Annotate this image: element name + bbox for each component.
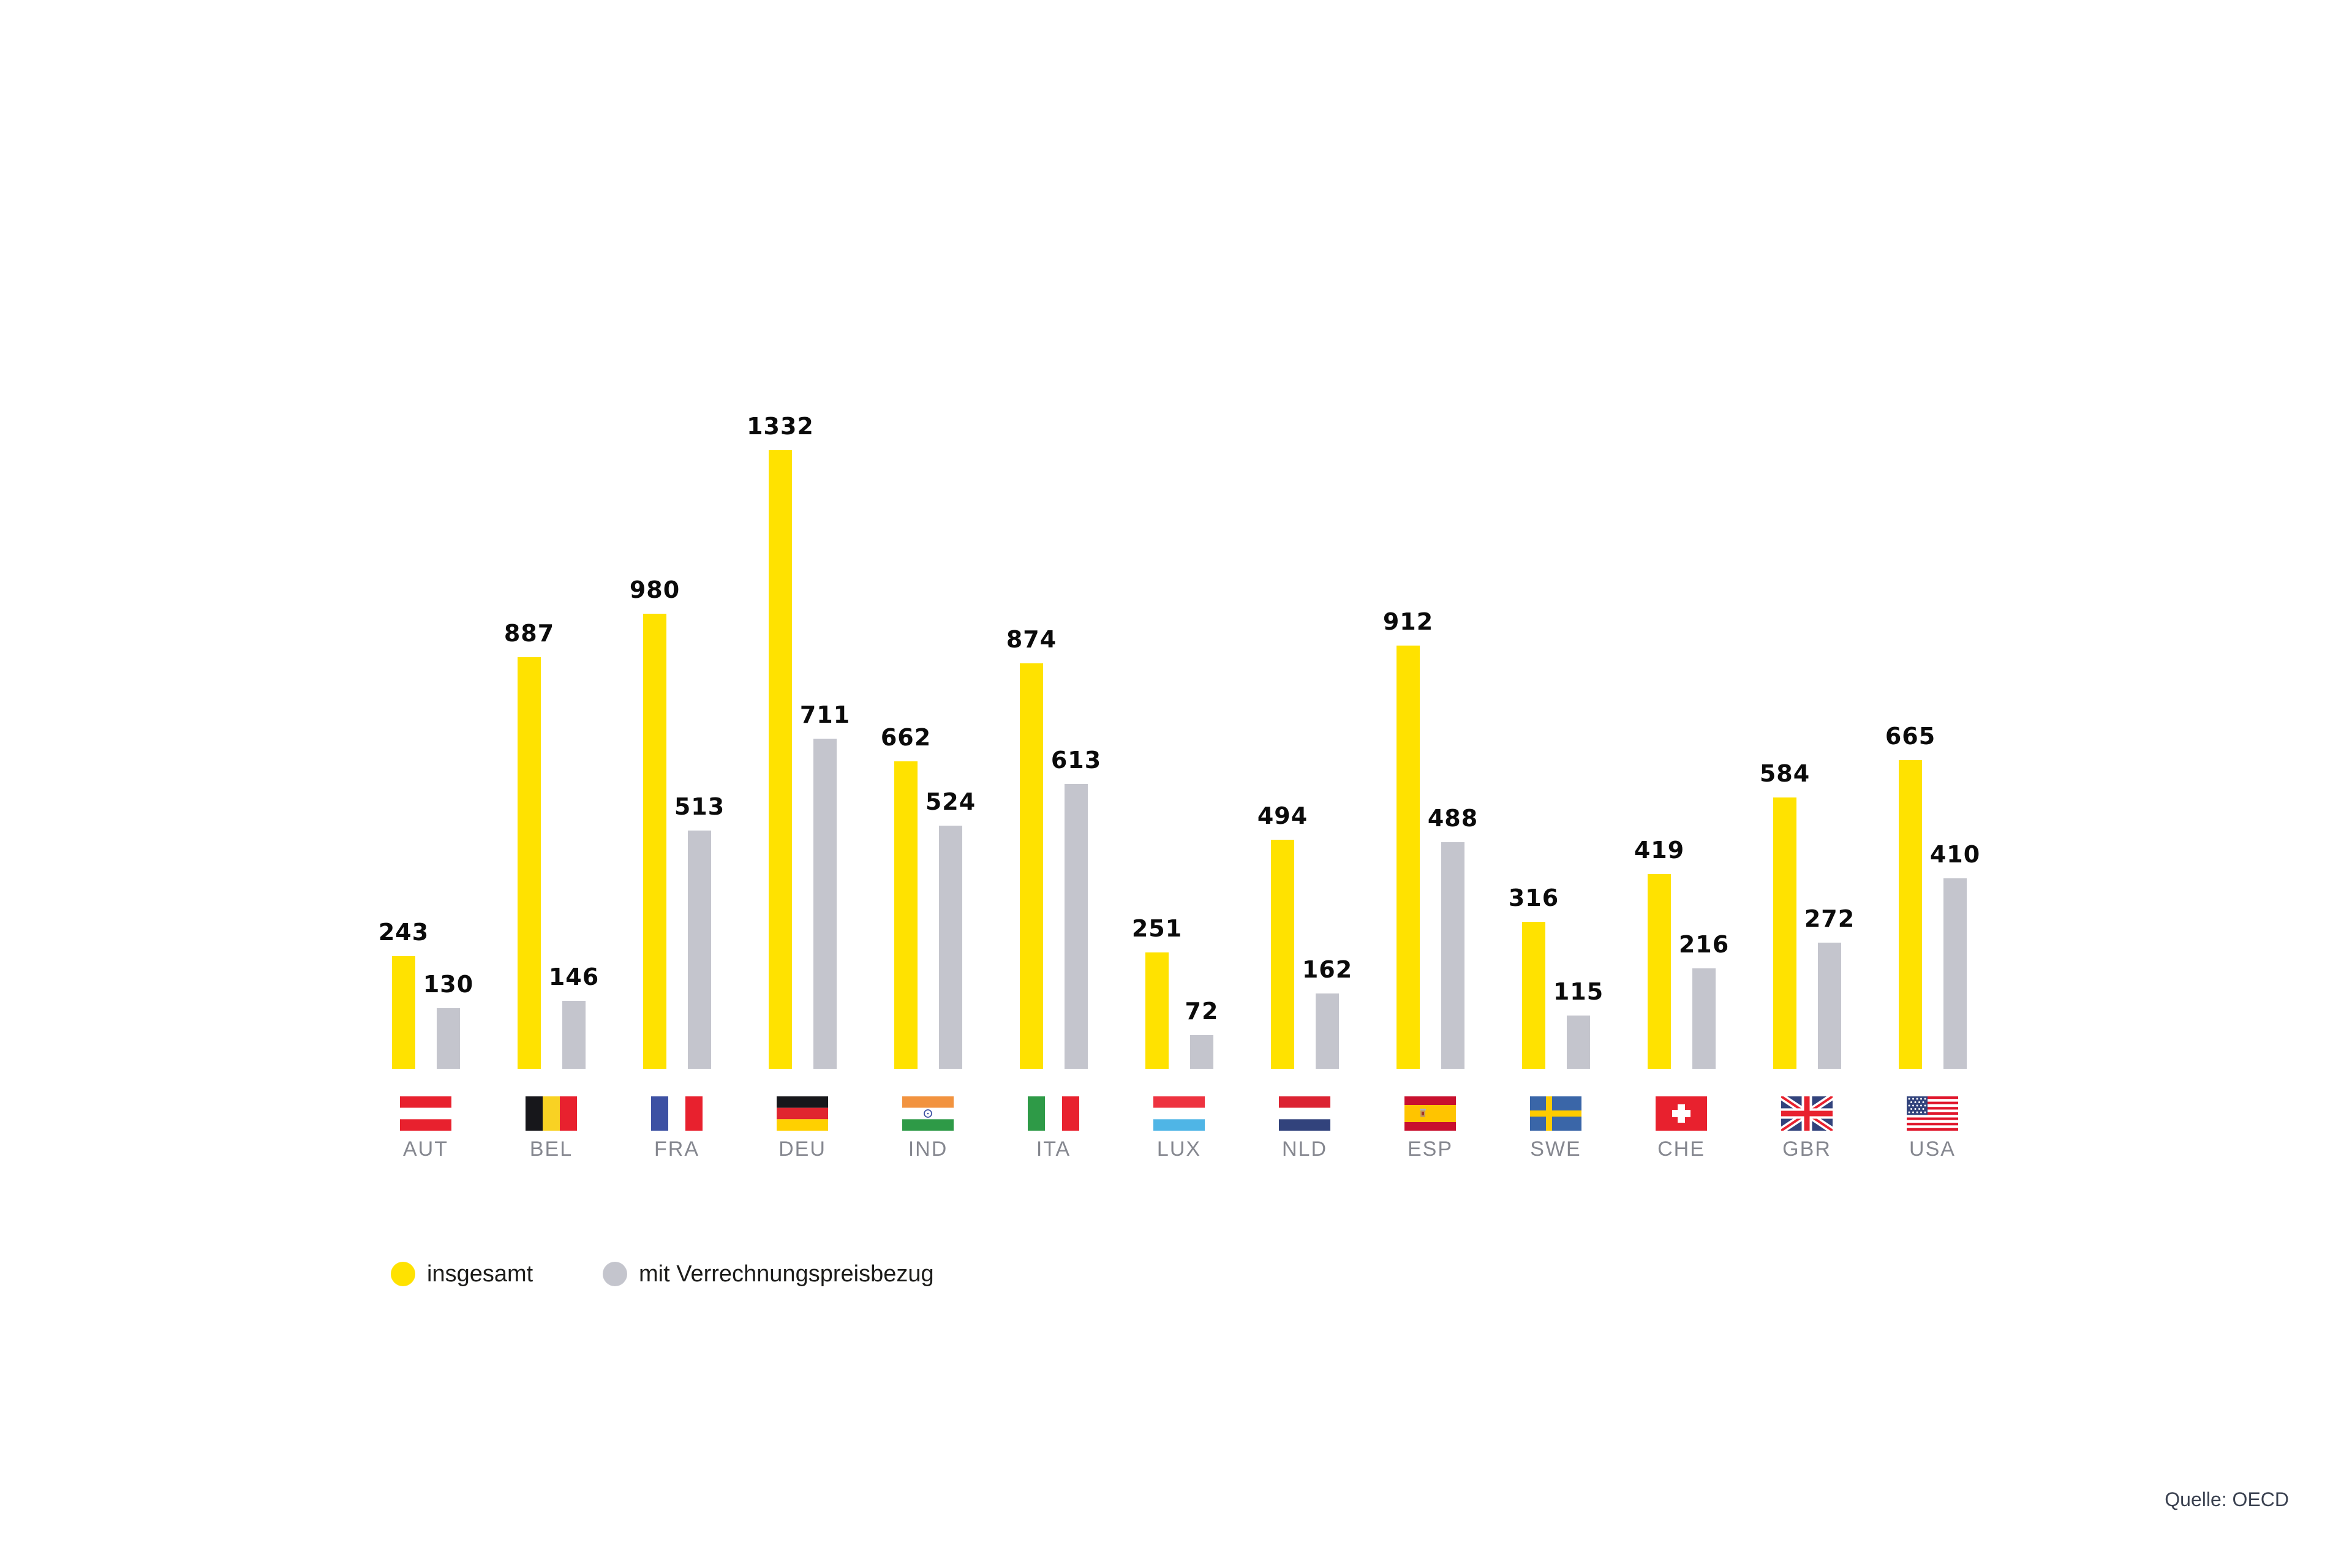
value-label-verrechnungspreisbezug-ESP: 488: [1427, 805, 1479, 832]
country-code-label-FRA: FRA: [654, 1137, 699, 1161]
bar-insgesamt-DEU: [769, 450, 792, 1069]
bar-verrechnungspreisbezug-BEL: [562, 1001, 586, 1069]
usa-flag-icon: [1907, 1096, 1958, 1131]
bar-verrechnungspreisbezug-GBR: [1818, 943, 1841, 1069]
value-label-insgesamt-IND: 662: [880, 724, 932, 751]
sweden-flag-icon: [1530, 1096, 1581, 1131]
country-code-label-BEL: BEL: [529, 1137, 573, 1161]
value-label-insgesamt-DEU: 1332: [747, 413, 814, 440]
value-label-insgesamt-BEL: 887: [503, 620, 555, 647]
value-label-verrechnungspreisbezug-NLD: 162: [1302, 956, 1353, 983]
country-code-label-ESP: ESP: [1407, 1137, 1453, 1161]
value-label-verrechnungspreisbezug-DEU: 711: [799, 701, 851, 728]
bar-insgesamt-AUT: [392, 956, 415, 1069]
bar-insgesamt-NLD: [1271, 840, 1294, 1069]
country-code-label-SWE: SWE: [1530, 1137, 1581, 1161]
legend-label-verrechnungspreisbezug: mit Verrechnungspreisbezug: [639, 1261, 934, 1287]
country-code-label-USA: USA: [1909, 1137, 1956, 1161]
country-code-label-CHE: CHE: [1657, 1137, 1705, 1161]
bar-insgesamt-IND: [894, 761, 918, 1069]
value-label-verrechnungspreisbezug-BEL: 146: [548, 963, 600, 990]
value-label-verrechnungspreisbezug-ITA: 613: [1050, 747, 1102, 774]
france-flag-icon: [651, 1096, 703, 1131]
value-label-verrechnungspreisbezug-LUX: 72: [1185, 998, 1219, 1025]
bar-verrechnungspreisbezug-USA: [1943, 878, 1967, 1069]
bar-insgesamt-ITA: [1020, 663, 1043, 1069]
bar-verrechnungspreisbezug-NLD: [1316, 993, 1339, 1069]
value-label-insgesamt-LUX: 251: [1131, 915, 1183, 942]
switzerland-flag-icon: [1656, 1096, 1707, 1131]
united-kingdom-flag-icon: [1781, 1096, 1833, 1131]
bar-verrechnungspreisbezug-LUX: [1190, 1035, 1213, 1069]
country-code-label-IND: IND: [908, 1137, 948, 1161]
bar-insgesamt-GBR: [1773, 797, 1796, 1069]
value-label-verrechnungspreisbezug-AUT: 130: [423, 971, 474, 998]
legend-label-insgesamt: insgesamt: [427, 1261, 533, 1287]
netherlands-flag-icon: [1279, 1096, 1330, 1131]
bar-verrechnungspreisbezug-ITA: [1065, 784, 1088, 1069]
value-label-insgesamt-ESP: 912: [1382, 608, 1434, 635]
value-label-insgesamt-SWE: 316: [1508, 884, 1559, 911]
legend-dot-insgesamt: [391, 1262, 415, 1286]
bar-insgesamt-BEL: [518, 657, 541, 1069]
bar-verrechnungspreisbezug-SWE: [1567, 1016, 1590, 1069]
bar-insgesamt-ESP: [1396, 646, 1420, 1069]
italy-flag-icon: [1028, 1096, 1079, 1131]
value-label-verrechnungspreisbezug-IND: 524: [925, 788, 976, 815]
value-label-verrechnungspreisbezug-USA: 410: [1929, 841, 1981, 868]
country-code-label-NLD: NLD: [1281, 1137, 1328, 1161]
value-label-insgesamt-FRA: 980: [629, 576, 680, 603]
bar-insgesamt-USA: [1899, 760, 1922, 1069]
country-code-label-LUX: LUX: [1156, 1137, 1202, 1161]
india-flag-icon: [902, 1096, 954, 1131]
value-label-insgesamt-ITA: 874: [1006, 626, 1057, 653]
legend-dot-verrechnungspreisbezug: [603, 1262, 627, 1286]
country-code-label-AUT: AUT: [403, 1137, 448, 1161]
spain-flag-icon: [1404, 1096, 1456, 1131]
value-label-verrechnungspreisbezug-GBR: 272: [1804, 905, 1855, 932]
value-label-insgesamt-CHE: 419: [1634, 837, 1685, 864]
bar-insgesamt-CHE: [1648, 874, 1671, 1069]
country-code-label-ITA: ITA: [1036, 1137, 1071, 1161]
luxembourg-flag-icon: [1153, 1096, 1205, 1131]
bar-verrechnungspreisbezug-DEU: [813, 739, 837, 1069]
value-label-insgesamt-AUT: 243: [378, 919, 429, 946]
bar-verrechnungspreisbezug-CHE: [1692, 968, 1716, 1069]
value-label-verrechnungspreisbezug-FRA: 513: [674, 793, 725, 820]
bar-verrechnungspreisbezug-IND: [939, 826, 962, 1069]
austria-flag-icon: [400, 1096, 451, 1131]
bar-insgesamt-FRA: [643, 614, 666, 1069]
belgium-flag-icon: [526, 1096, 577, 1131]
value-label-insgesamt-NLD: 494: [1257, 802, 1308, 829]
bar-verrechnungspreisbezug-AUT: [437, 1008, 460, 1069]
value-label-insgesamt-USA: 665: [1885, 723, 1936, 750]
bar-verrechnungspreisbezug-ESP: [1441, 842, 1464, 1069]
bar-insgesamt-SWE: [1522, 922, 1545, 1069]
bar-verrechnungspreisbezug-FRA: [688, 831, 711, 1069]
value-label-verrechnungspreisbezug-CHE: 216: [1678, 931, 1730, 958]
source-credit: Quelle: OECD: [2165, 1488, 2289, 1510]
germany-flag-icon: [777, 1096, 828, 1131]
value-label-insgesamt-GBR: 584: [1759, 760, 1811, 787]
country-code-label-GBR: GBR: [1782, 1137, 1831, 1161]
bar-insgesamt-LUX: [1145, 952, 1169, 1069]
country-code-label-DEU: DEU: [778, 1137, 826, 1161]
value-label-verrechnungspreisbezug-SWE: 115: [1553, 978, 1604, 1005]
